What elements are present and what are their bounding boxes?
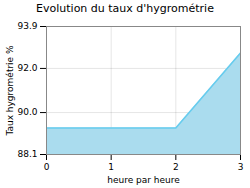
svg-text:0: 0: [44, 162, 50, 172]
svg-text:88.1: 88.1: [17, 149, 37, 159]
svg-text:1: 1: [108, 162, 114, 172]
svg-text:heure par heure: heure par heure: [107, 175, 180, 185]
svg-text:90.0: 90.0: [17, 107, 37, 117]
svg-text:Taux hygrométrie %: Taux hygrométrie %: [5, 45, 15, 137]
svg-text:2: 2: [173, 162, 179, 172]
html-text:Evolution du taux d'hygrométri: Evolution du taux d'hygrométrie: [36, 2, 214, 15]
svg-text:93.9: 93.9: [17, 21, 37, 31]
svg-text:92.0: 92.0: [17, 63, 37, 73]
svg-text:3: 3: [238, 162, 244, 172]
